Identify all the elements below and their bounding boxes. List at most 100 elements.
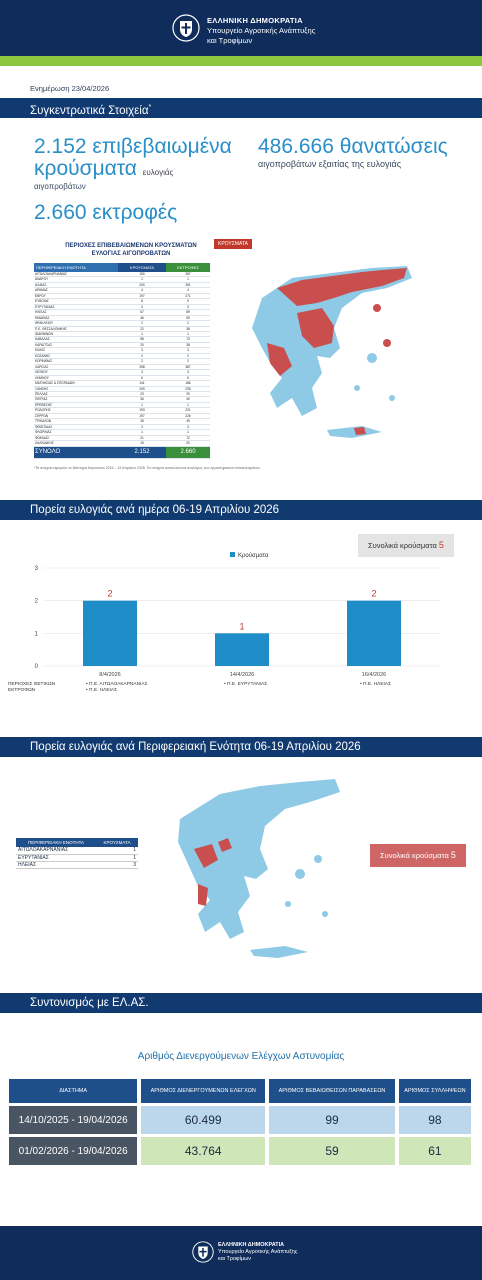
police-col-checks: ΑΡΙΘΜΟΣ ΔΙΕΝΕΡΓΟΥΜΕΝΩΝ ΕΛΕΓΧΩΝ xyxy=(141,1079,266,1103)
farms-cell: 59 xyxy=(166,315,210,322)
region-name-cell: ΦΩΚΙΔΑΣ xyxy=(34,435,118,442)
region-row: ΚΟΖΑΝΗΣ 2 2 xyxy=(34,353,210,360)
arrests-cell: 61 xyxy=(398,1137,471,1165)
regional-cases-cell: 1 xyxy=(96,854,138,862)
chart-legend: Κρούσματα xyxy=(230,552,268,559)
region-row: ΚΟΡΙΝΘΙΑΣ 2 2 xyxy=(34,358,210,365)
farms-cell: 20 xyxy=(166,440,210,447)
region-row: ΛΑΡΙΣΑΣ 258 387 xyxy=(34,364,210,371)
cases-cell: 197 xyxy=(118,413,167,420)
region-name-cell: ΠΡΕΒΕΖΗΣ xyxy=(34,402,118,409)
region-name-cell: ΕΥΒΟΙΑΣ xyxy=(34,298,118,305)
region-name-cell: ΛΑΡΙΣΑΣ xyxy=(34,364,118,371)
farms-cell: 2 xyxy=(166,353,210,360)
event-item: Π.Ε. ΕΥΡΥΤΑΝΙΑΣ xyxy=(227,682,268,687)
cases-cell: 58 xyxy=(118,336,167,343)
farms-cell: 4 xyxy=(166,287,210,294)
region-row: ΛΗΜΝΟΥ 6 6 xyxy=(34,375,210,382)
cases-cell: 3 xyxy=(118,369,167,376)
farms-cell: 1 xyxy=(166,402,210,409)
region-table-title-1: ΠΕΡΙΟΧΕΣ ΕΠΙΒΕΒΑΙΩΜΕΝΩΝ ΚΡΟΥΣΜΑΤΩΝ xyxy=(65,243,197,249)
cases-cell: 209 xyxy=(118,386,167,393)
map-crete-affected xyxy=(354,427,366,435)
checks-cell: 60.499 xyxy=(141,1106,266,1134)
region-name-cell: ΑΝΔΡΟΥ xyxy=(34,276,118,283)
region-name-cell: ΚΑΡΔΙΤΣΑΣ xyxy=(34,342,118,349)
map-affected-west xyxy=(267,343,292,376)
map-island xyxy=(285,901,291,907)
events-col-2: • Π.Ε. ΕΥΡΥΤΑΝΙΑΣ xyxy=(224,682,267,688)
deaths-stat: 486.666 θανατώσεις xyxy=(258,136,448,158)
regional-name-cell: ΗΛΕΙΑΣ xyxy=(16,861,96,869)
region-name-cell: ΛΕΣΒΟΥ xyxy=(34,369,118,376)
events-col-1: • Π.Ε. ΑΙΤΩΛΟΑΚΑΡΝΑΝΙΑΣ • Π.Ε. ΗΛΕΙΑΣ xyxy=(86,682,148,694)
bar-value-label: 2 xyxy=(371,589,376,599)
events-label: ΠΕΡΙΟΧΕΣ ΘΕΤΙΚΩΝ ΕΚΤΡΟΦΩΝ xyxy=(8,682,55,694)
cases-cell: 3 xyxy=(118,347,167,354)
region-name-cell: ΗΛΕΙΑΣ xyxy=(34,309,118,316)
farms-cell: 49 xyxy=(166,418,210,425)
region-total-row: ΣΥΝΟΛΟ 2.152 2.660 xyxy=(34,446,210,459)
section-summary: Συγκεντρωτικά Στοιχεία* xyxy=(0,98,482,118)
cases-cell: 3 xyxy=(118,424,167,431)
ministry-name: ΕΛΛΗΝΙΚΗ ΔΗΜΟΚΡΑΤΙΑ Υπουργείο Αγροτικής … xyxy=(207,16,315,46)
region-row: ΕΥΒΟΙΑΣ 8 9 xyxy=(34,298,210,305)
farms-number: 2.660 xyxy=(34,201,87,224)
region-name-cell: ΔΡΑΜΑΣ xyxy=(34,287,118,294)
region-name-cell: ΙΩΑΝΝΙΝΩΝ xyxy=(34,331,118,338)
cases-small-1: ευλογιάς xyxy=(142,168,174,177)
region-row: ΗΛΕΙΑΣ 67 89 xyxy=(34,309,210,316)
section-summary-title: Συγκεντρωτικά Στοιχεία xyxy=(30,104,149,117)
total-label: ΣΥΝΟΛΟ xyxy=(34,446,118,459)
bullet: • xyxy=(224,682,226,687)
farms-cell: 251 xyxy=(166,282,210,289)
farms-cell: 29 xyxy=(166,391,210,398)
region-row: ΡΟΔΟΠΗΣ 193 221 xyxy=(34,407,210,414)
cases-cell: 20 xyxy=(118,342,167,349)
regional-total-box: Συνολικά κρούσματα 5 xyxy=(370,844,466,867)
region-col-header: ΠΕΡΙΦΕΡΕΙΑΚΗ ΕΝΟΤΗΤΑ xyxy=(34,263,118,272)
regional-col-cases: ΚΡΟΥΣΜΑΤΑ xyxy=(96,838,138,847)
farms-cell: 72 xyxy=(166,435,210,442)
cases-cell: 21 xyxy=(118,435,167,442)
region-name-cell: ΑΧΑΪΑΣ xyxy=(34,282,118,289)
regional-name-cell: ΕΥΡΥΤΑΝΙΑΣ xyxy=(16,854,96,862)
map-mainland xyxy=(178,779,340,939)
farms-cell: 89 xyxy=(166,309,210,316)
farms-cell: 73 xyxy=(166,336,210,343)
region-name-cell: ΕΥΡΥΤΑΝΙΑΣ xyxy=(34,304,118,311)
arrests-cell: 98 xyxy=(398,1106,471,1134)
cases-cell: 1 xyxy=(118,429,167,436)
region-name-cell: ΚΙΛΚΙΣ xyxy=(34,347,118,354)
region-row: ΑΝΔΡΟΥ 1 1 xyxy=(34,276,210,283)
farms-stat: 2.660 εκτροφές xyxy=(34,202,177,224)
cases-cell: 46 xyxy=(118,315,167,322)
region-row: ΙΩΑΝΝΙΝΩΝ 1 1 xyxy=(34,331,210,338)
legend-label: Κρούσματα xyxy=(238,553,269,559)
cases-cell: 197 xyxy=(118,293,167,300)
map-crete xyxy=(327,426,382,438)
map-island xyxy=(295,869,305,879)
daily-total-label: Συνολικά κρούσματα xyxy=(368,541,437,550)
cases-cell: 1 xyxy=(118,402,167,409)
farms-cell: 221 xyxy=(166,407,210,414)
region-row: ΑΙΤΩΛΟΑΚΑΡΝΑΝΙΑΣ 150 287 xyxy=(34,272,210,278)
event-item: Π.Ε. ΑΙΤΩΛΟΑΚΑΡΝΑΝΙΑΣ xyxy=(89,682,148,687)
cases-cell: 2 xyxy=(118,320,167,327)
farms-cell: 38 xyxy=(166,326,210,333)
regional-total-value: 5 xyxy=(450,850,456,860)
cases-cell: 200 xyxy=(118,282,167,289)
cases-cell: 150 xyxy=(118,272,167,278)
cases-cell: 141 xyxy=(118,380,167,387)
y-tick-label: 1 xyxy=(35,631,39,637)
farms-cell: 1 xyxy=(166,276,210,283)
regional-row: ΕΥΡΥΤΑΝΙΑΣ 1 xyxy=(16,854,138,862)
farms-cell: 3 xyxy=(166,369,210,376)
deaths-sub: αιγοπροβάτων εξαιτίας της ευλογιάς xyxy=(258,159,402,169)
farms-cell: 2 xyxy=(166,320,210,327)
bar xyxy=(215,633,269,666)
farms-cell: 1 xyxy=(166,331,210,338)
cases-cell: 193 xyxy=(118,407,167,414)
police-col-period: ΔΙΑΣΤΗΜΑ xyxy=(9,1079,138,1103)
farms-cell: 226 xyxy=(166,413,210,420)
